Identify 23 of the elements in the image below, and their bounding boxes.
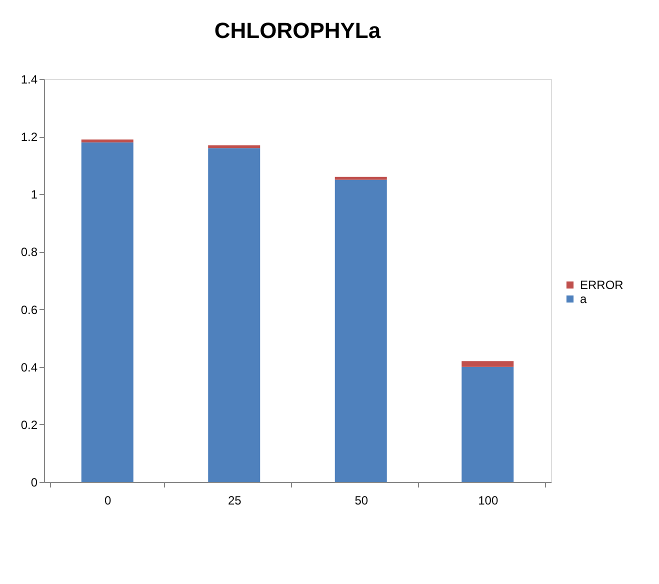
legend-label: ERROR (580, 278, 624, 292)
y-tick-label: 1 (30, 188, 38, 202)
chart-title: CHLOROPHYLa (214, 18, 382, 43)
bar (208, 145, 260, 148)
y-tick-label: 0 (30, 476, 38, 490)
bar (208, 148, 260, 482)
legend-label: a (580, 292, 587, 306)
x-tick-label: 100 (478, 494, 498, 508)
bar (81, 139, 134, 142)
bar (334, 180, 387, 482)
y-tick-label: 0.8 (20, 245, 38, 260)
bar (462, 361, 514, 367)
y-tick-label: 1.4 (20, 72, 38, 86)
y-tick-label: 0.2 (20, 418, 38, 432)
bar (334, 176, 387, 180)
bar (462, 366, 514, 482)
y-tick-label: 0.4 (20, 360, 38, 374)
y-tick-label: 1.2 (20, 130, 38, 144)
bar (81, 142, 134, 482)
x-tick-label: 0 (104, 494, 112, 508)
y-tick-label: 0.6 (20, 302, 38, 317)
x-tick-label: 50 (354, 494, 368, 508)
x-tick-label: 25 (228, 494, 242, 508)
